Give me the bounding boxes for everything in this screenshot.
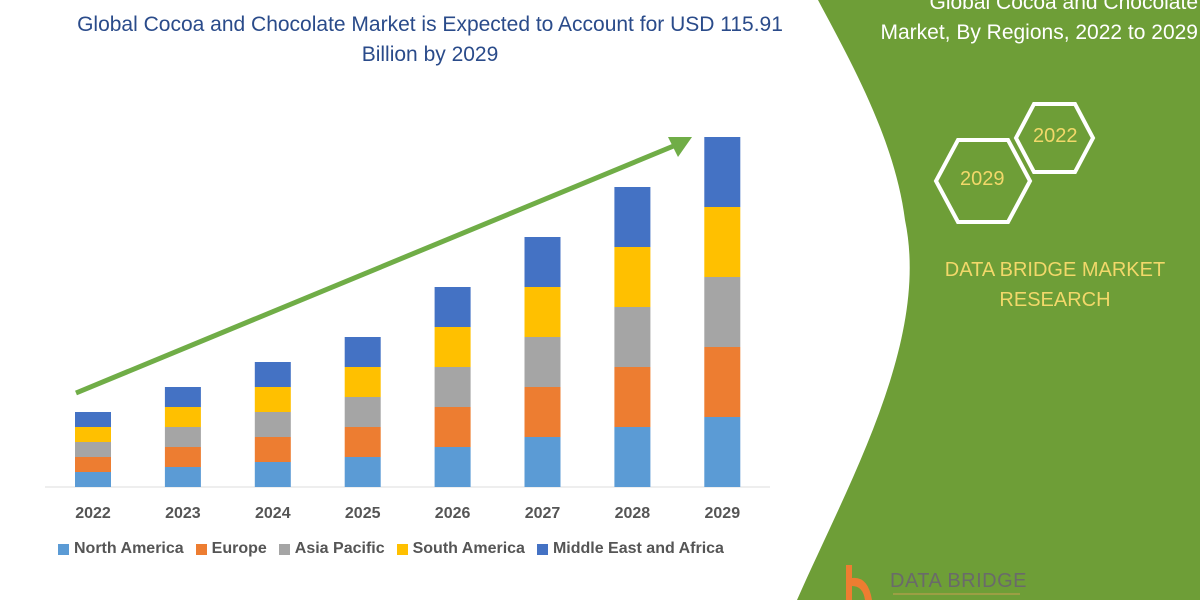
bar-segment-2026-0: [434, 447, 471, 487]
logo-text: DATA BRIDGE: [890, 570, 1028, 592]
x-tick-label: 2027: [525, 505, 561, 522]
legend-label: Asia Pacific: [294, 540, 385, 557]
bar-segment-2026-2: [434, 367, 471, 407]
bar-segment-2025-0: [344, 457, 381, 487]
bar-segment-2027-4: [524, 237, 561, 287]
panel-title-line1: Global Cocoa and Chocolate: [929, 0, 1198, 14]
panel-title-line2: Market, By Regions, 2022 to 2029: [880, 21, 1198, 44]
bar-segment-2026-3: [434, 327, 471, 367]
chart-title: Global Cocoa and Chocolate Market is Exp…: [77, 13, 783, 66]
bar-segment-2023-4: [164, 387, 201, 407]
bar-segment-2022-4: [75, 412, 111, 427]
bar-segment-2029-4: [704, 137, 741, 207]
bar-segment-2022-1: [75, 457, 111, 472]
x-tick-label: 2022: [75, 505, 111, 522]
bar-segment-2024-4: [254, 362, 291, 387]
x-tick-label: 2023: [165, 505, 201, 522]
hexagon-2029: [933, 138, 1033, 224]
legend: North America Europe Asia Pacific South Ame…: [58, 540, 724, 558]
bar-segment-2025-4: [344, 337, 381, 367]
x-tick-label: 2028: [615, 505, 651, 522]
bar-segment-2028-4: [614, 187, 651, 247]
x-tick-label: 2025: [345, 505, 381, 522]
bar-segment-2023-0: [164, 467, 201, 487]
bar-segment-2024-2: [254, 412, 291, 437]
panel-title: Global Cocoa and Chocolate Market, By Re…: [830, 0, 1198, 48]
bar-segment-2028-2: [614, 307, 651, 367]
legend-swatch: [195, 543, 207, 555]
bar-segment-2026-1: [434, 407, 471, 447]
legend-swatch: [278, 543, 290, 555]
brand-line1: DATA BRIDGE MARKET: [944, 259, 1166, 281]
stacked-bar-chart: 2022 2023 2024 2025 2026 2027 2028 2029: [45, 137, 770, 522]
brand-line2: RESEARCH: [999, 289, 1111, 311]
x-tick-label: 2029: [705, 505, 741, 522]
bar-segment-2029-3: [704, 207, 741, 277]
bar-segment-2023-2: [164, 427, 201, 447]
bar-segment-2026-4: [434, 287, 471, 327]
bar-segment-2027-0: [524, 437, 561, 487]
legend-swatch: [536, 543, 548, 555]
bar-segment-2025-3: [344, 367, 381, 397]
bar-segment-2028-1: [614, 367, 651, 427]
hex-label-2022: 2022: [1033, 125, 1078, 147]
legend-item: Asia Pacific: [278, 540, 385, 558]
green-side-panel: [797, 0, 1200, 600]
legend-item: Middle East and Africa: [536, 540, 724, 558]
trend-arrow-head-icon: [668, 137, 692, 157]
bar-segment-2025-2: [344, 397, 381, 427]
legend-label: Middle East and Africa: [552, 540, 724, 557]
bar-segment-2027-3: [524, 287, 561, 337]
bar-segment-2029-1: [704, 347, 741, 417]
bar-segment-2029-2: [704, 277, 741, 347]
bar-segment-2028-0: [614, 427, 651, 487]
brand-text: DATA BRIDGE MARKET RESEARCH: [905, 255, 1200, 315]
legend-label: Europe: [211, 540, 267, 557]
legend-item: North America: [58, 540, 184, 558]
x-tick-label: 2026: [435, 505, 471, 522]
bar-segment-2029-0: [704, 417, 741, 487]
bar-segment-2024-1: [254, 437, 291, 462]
logo-icon: [846, 565, 1020, 600]
bar-segment-2027-2: [524, 337, 561, 387]
legend-swatch: [396, 543, 408, 555]
bar-segment-2022-0: [75, 472, 111, 487]
legend-label: South America: [412, 540, 525, 557]
x-tick-label: 2024: [255, 505, 291, 522]
trend-arrow-line: [75, 142, 677, 396]
bar-segment-2027-1: [524, 387, 561, 437]
bar-segment-2028-3: [614, 247, 651, 307]
bar-segment-2025-1: [344, 427, 381, 457]
legend-swatch: [58, 543, 69, 555]
bar-segment-2022-3: [75, 427, 111, 442]
bar-segment-2023-3: [164, 407, 201, 427]
hex-label-2029: 2029: [960, 168, 1005, 190]
bar-segment-2023-1: [164, 447, 201, 467]
legend-item: Europe: [195, 540, 267, 558]
hexagon-2022: [1013, 102, 1096, 174]
bar-segment-2024-3: [254, 387, 291, 412]
legend-item: South America: [396, 540, 525, 558]
bar-segment-2022-2: [75, 442, 111, 457]
bar-segment-2024-0: [254, 462, 291, 487]
legend-label: North America: [74, 540, 184, 557]
